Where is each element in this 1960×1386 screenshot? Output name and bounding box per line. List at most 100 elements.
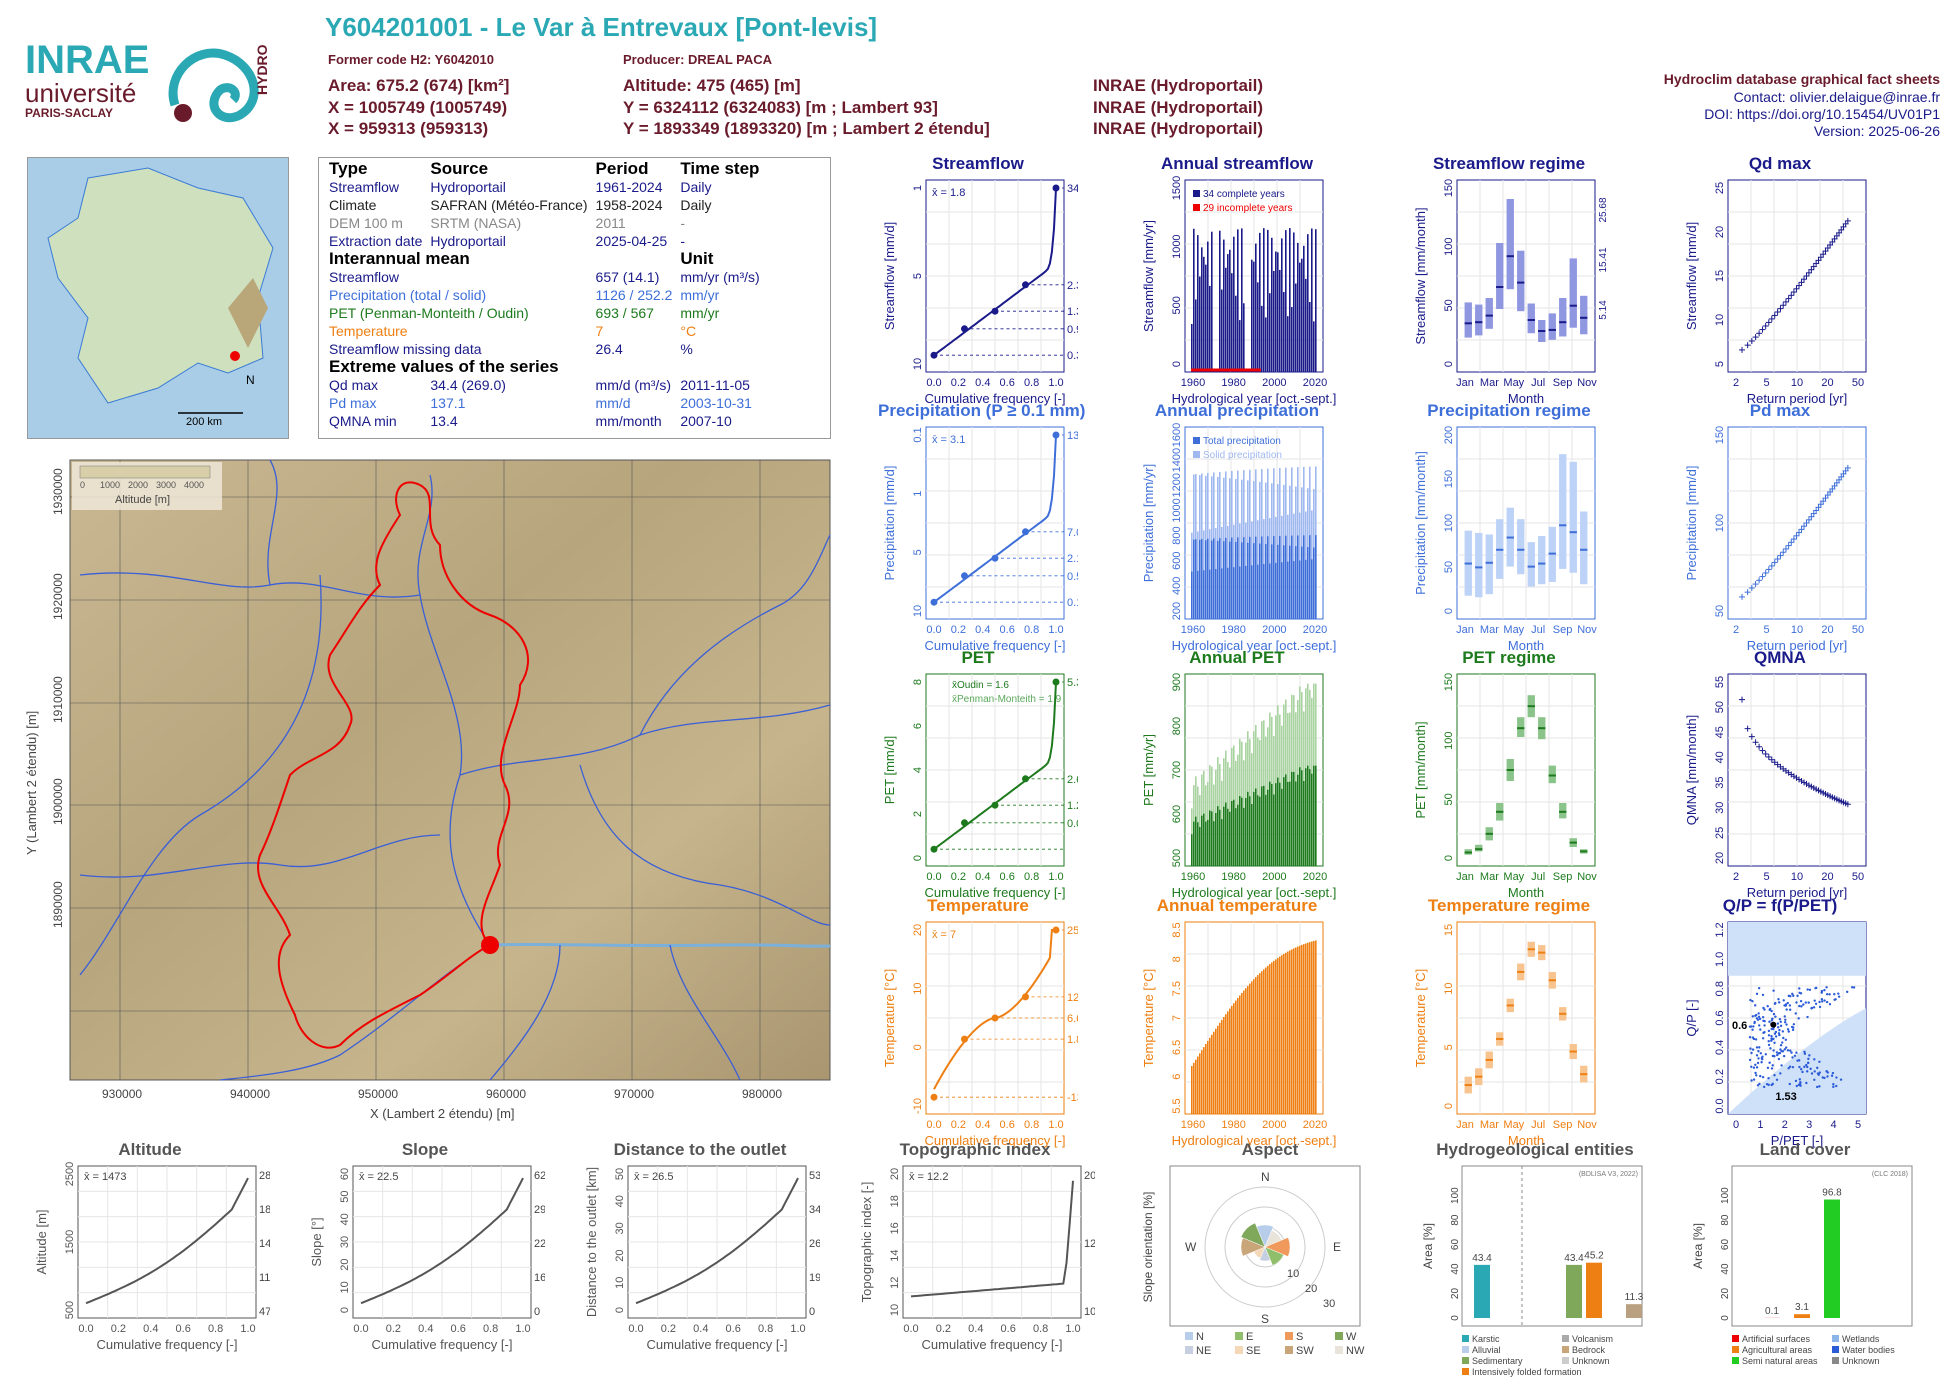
y-tick-label: 10	[889, 1304, 901, 1316]
pd-max-chart[interactable]: 2 5 10 20 50 50 100 150 Return period [yr] Precip…	[1680, 423, 1880, 659]
bar	[1279, 535, 1281, 619]
catchment-map[interactable]: 0 1000 2000 3000 4000 Altitude [m] 93000…	[20, 455, 840, 1125]
quantile-label: -13.7	[1067, 1092, 1078, 1104]
bar	[1626, 1304, 1642, 1318]
annual-precip-chart[interactable]: 1960 1980 2000 2020 200 400 600 800 100012001400…	[1137, 423, 1337, 659]
x-tick-label: Jul	[1531, 1119, 1545, 1131]
precip-cdf-chart[interactable]: 0.0 0.2 0.4 0.6 0.8 1.0 10 5 1 0.1 Cumulative freq…	[878, 423, 1078, 659]
doi-link[interactable]: DOI: https://doi.org/10.15454/UV01P1	[1704, 106, 1940, 122]
annual-temp-chart[interactable]: 1960 1980 2000 2020 5.5 6 6.5 7 7.5 8 8.5 Hydrologi…	[1137, 918, 1337, 1154]
return-period-point	[1739, 593, 1745, 600]
bar	[1211, 811, 1213, 866]
scatter-point	[1808, 1054, 1811, 1057]
scatter-point	[1809, 1067, 1812, 1071]
y-axis-label: Precipitation [mm/d]	[1684, 466, 1699, 581]
x-tick-label: 0.4	[975, 624, 990, 636]
bar	[1199, 826, 1201, 866]
landcover-chart[interactable]: 0 20 40 60 80 100 Area [%] (CLC 2018) 0.1 3.1 96.8…	[1690, 1162, 1925, 1382]
qp-ppet-chart[interactable]: 0 1 2 3 4 5 0.0 0.2 0.4 0.6 0.8 1.0 1.2 P/PET [-] Q/P …	[1680, 918, 1880, 1154]
x-tick-label: 3	[1806, 1119, 1812, 1131]
scatter-point	[1775, 1078, 1779, 1081]
annual-pet-chart[interactable]: 1960 1980 2000 2020 500 600 700 800 900 Hydrologi…	[1137, 670, 1337, 906]
scatter-point	[1764, 1053, 1767, 1056]
cdf-line	[85, 1177, 249, 1305]
legend-swatch	[1462, 1346, 1469, 1353]
scatter-point	[1752, 1066, 1756, 1069]
return-period-point	[1752, 739, 1759, 746]
pet-regime-chart[interactable]: Jan Mar May Jul Sep Nov 0 50 100 150 Month PET [mm/…	[1409, 670, 1609, 906]
bar-value-label: 3.1	[1795, 1302, 1809, 1313]
scatter-point	[1771, 1082, 1775, 1086]
return-period-point	[1824, 492, 1831, 499]
bar	[1293, 948, 1295, 1114]
france-minimap[interactable]: 200 km N	[27, 157, 289, 439]
contact[interactable]: Contact: olivier.delaigue@inrae.fr	[1733, 89, 1940, 105]
y-tick-label: 8.5	[1171, 922, 1183, 937]
quantile-label: 12.3	[1067, 992, 1078, 1004]
legend-label: Alluvial	[1472, 1345, 1501, 1355]
annual-streamflow-chart[interactable]: 1960 1980 2000 2020 0 500 1000 1500 Hydrological…	[1137, 176, 1337, 412]
scatter-point	[1770, 1039, 1773, 1042]
x-axis-label: Hydrological year [oct.-sept.]	[1172, 391, 1337, 406]
scatter-point	[1792, 1026, 1795, 1029]
scatter-point	[1773, 1074, 1776, 1077]
bar	[1235, 295, 1237, 372]
y-tick-label: 30	[339, 1236, 351, 1248]
mean-label: x̄ = 3.1	[932, 434, 965, 446]
y-tick-label: 25	[1714, 827, 1726, 839]
y-tick-label: 800	[1171, 717, 1183, 735]
bar	[1243, 990, 1245, 1114]
streamflow-cdf-chart[interactable]: 0.0 0.2 0.4 0.6 0.8 1.0 10 5 1 Cumulative frequen…	[878, 176, 1078, 412]
legend-label: 29 incomplete years	[1203, 203, 1293, 214]
bar	[1219, 538, 1221, 619]
legend-swatch	[1193, 190, 1200, 197]
bar	[1279, 782, 1281, 866]
distance-cdf-chart[interactable]: 0.0 0.2 0.4 0.6 0.8 1.0 0 10 20 30 40 50 Cumulative …	[580, 1162, 820, 1358]
bar	[1233, 799, 1235, 866]
x-tick-label: 1960	[1181, 871, 1205, 883]
x-tick-label: 0.8	[1024, 377, 1039, 389]
x-tick-label: 10	[1791, 377, 1803, 389]
compass-label: W	[1185, 1240, 1197, 1254]
return-period-point	[1831, 482, 1838, 489]
altitude-cdf-chart[interactable]: 0.0 0.2 0.4 0.6 0.8 1.0 500 1500 2500 Cumulative …	[30, 1162, 270, 1358]
bar	[1207, 241, 1209, 372]
bar	[1225, 802, 1227, 866]
hydrogeo-chart[interactable]: 0 20 40 60 80 100 Area [%] (BDLISA V3, 2022) 43.…	[1420, 1162, 1655, 1382]
y-tick-label: 0	[614, 1307, 626, 1313]
y-tick-label: 6	[1171, 1074, 1183, 1080]
pet-cdf-chart[interactable]: 0.0 0.2 0.4 0.6 0.8 1.0 0 2 4 6 8 Cumulative freque…	[878, 670, 1078, 906]
x-tick-label: 0.2	[661, 1323, 676, 1335]
topo-cdf-chart[interactable]: 0.0 0.2 0.4 0.6 0.8 1.0 10 12 14 16 18 20 Cumulative…	[855, 1162, 1095, 1358]
scatter-point	[1750, 1065, 1753, 1068]
bar	[1291, 535, 1293, 619]
return-period-point	[1756, 330, 1763, 337]
temp-regime-chart[interactable]: Jan Mar May Jul Sep Nov 0 5 10 15 Month Temperature…	[1409, 918, 1609, 1154]
x-tick-label: 10	[1791, 871, 1803, 883]
x-tick-label: 2000	[1262, 871, 1286, 883]
x-tick-label: 0.2	[951, 377, 966, 389]
bar	[1293, 232, 1295, 372]
x-axis-label: Cumulative frequency [-]	[922, 1337, 1063, 1352]
y-tick-label: 200	[1443, 426, 1455, 444]
aspect-sector	[1264, 1246, 1284, 1266]
legend-swatch	[1335, 1332, 1343, 1340]
precip-regime-chart[interactable]: Jan Mar May Jul Sep Nov 0 50 100 150 200 Month Preci…	[1409, 423, 1609, 659]
slope-cdf-chart[interactable]: 0.0 0.2 0.4 0.6 0.8 1.0 0 10 20 30 40 50 60 Cumulativ…	[305, 1162, 545, 1358]
y-axis-label: PET [mm/d]	[882, 736, 897, 804]
streamflow-regime-chart[interactable]: Jan Mar May Jul Sep Nov 0 50 100 150 Month Streamfl…	[1409, 176, 1609, 412]
bar	[1197, 822, 1199, 866]
scatter-point	[1791, 1065, 1795, 1069]
y-tick-label: 0.0	[1714, 1098, 1726, 1113]
x-tick-label: May	[1503, 377, 1524, 389]
bar	[1231, 537, 1233, 619]
scatter-point	[1779, 1024, 1783, 1028]
x-tick-label: 0.2	[111, 1323, 126, 1335]
bar	[1287, 561, 1289, 619]
return-period-point	[1813, 507, 1820, 514]
temp-cdf-chart[interactable]: 0.0 0.2 0.4 0.6 0.8 1.0 -10 0 10 20 Cumulative fre…	[878, 918, 1078, 1154]
return-period-point	[1813, 260, 1820, 267]
